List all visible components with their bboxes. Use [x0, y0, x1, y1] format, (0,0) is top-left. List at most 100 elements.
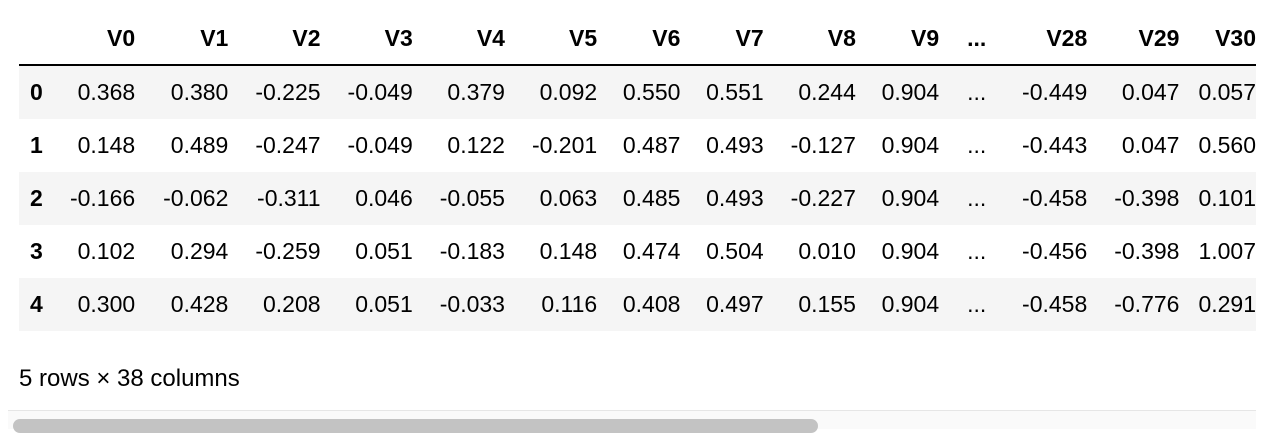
column-header-ellipsis: ...	[939, 12, 987, 66]
column-header: V2	[228, 12, 321, 66]
table-cell: 0.051	[355, 291, 413, 317]
table-cell: -0.055	[439, 185, 505, 211]
table-cell: -0.456	[1022, 238, 1088, 264]
table-cell: 0.244	[798, 79, 856, 105]
table-cell: -0.183	[439, 238, 505, 264]
column-header: V30	[1179, 12, 1256, 66]
table-cell: 0.046	[355, 185, 413, 211]
table-cell: 0.101	[1198, 185, 1256, 211]
column-header: V0	[65, 12, 136, 66]
table-cell: 0.904	[881, 132, 940, 158]
table-cell: 0.300	[77, 291, 136, 317]
table-cell: -0.398	[1114, 238, 1180, 264]
table-cell: -0.227	[790, 185, 856, 211]
table-cell: -0.033	[439, 291, 505, 317]
table-cell: 0.057	[1198, 79, 1256, 105]
table-cell: 0.493	[706, 132, 764, 158]
table-row: 3 0.102 0.294 -0.259 0.051 -0.183 0.148 0.474 0.…	[19, 225, 1256, 278]
horizontal-scrollbar-thumb[interactable]	[13, 419, 818, 433]
table-cell: 0.487	[622, 132, 681, 158]
row-index: 1	[30, 132, 43, 158]
ellipsis-cell: ...	[967, 132, 987, 158]
table-cell: 0.379	[447, 79, 505, 105]
table-cell: 0.550	[622, 79, 681, 105]
row-index: 2	[30, 185, 43, 211]
table-cell: 0.047	[1121, 79, 1180, 105]
table-cell: 0.904	[881, 185, 940, 211]
table-cell: -0.259	[255, 238, 321, 264]
column-header: V3	[320, 12, 413, 66]
table-cell: -0.776	[1114, 291, 1180, 317]
column-header: V6	[597, 12, 681, 66]
table-row: 2 -0.166 -0.062 -0.311 0.046 -0.055 0.063 0.485…	[19, 172, 1256, 225]
table-cell: 0.408	[622, 291, 681, 317]
column-header: V7	[680, 12, 764, 66]
table-cell: -0.449	[1022, 79, 1088, 105]
table-cell: 0.208	[263, 291, 321, 317]
table-cell: -0.247	[255, 132, 321, 158]
table-cell: -0.049	[347, 132, 413, 158]
column-header-index	[19, 12, 66, 66]
table-cell: 1.007	[1198, 238, 1256, 264]
ellipsis-cell: ...	[967, 185, 987, 211]
table-cell: 0.560	[1198, 132, 1256, 158]
table-cell: -0.062	[163, 185, 229, 211]
table-row: 0 0.368 0.380 -0.225 -0.049 0.379 0.092 0.550 0.…	[19, 65, 1256, 119]
table-row: 4 0.300 0.428 0.208 0.051 -0.033 0.116 0.408 0.4…	[19, 278, 1256, 331]
column-header: V4	[412, 12, 505, 66]
table-cell: 0.148	[539, 238, 598, 264]
table-cell: 0.102	[77, 238, 136, 264]
column-header: V1	[135, 12, 229, 66]
table-cell: 0.122	[447, 132, 505, 158]
table-cell: -0.458	[1022, 185, 1088, 211]
row-index: 0	[30, 79, 43, 105]
table-cell: -0.225	[255, 79, 321, 105]
table-cell: -0.127	[790, 132, 856, 158]
table-cell: 0.428	[170, 291, 229, 317]
table-cell: 0.497	[706, 291, 764, 317]
table-cell: 0.904	[881, 79, 940, 105]
table-cell: 0.489	[170, 132, 229, 158]
table-cell: 0.063	[539, 185, 598, 211]
table-cell: 0.504	[706, 238, 764, 264]
table-cell: -0.458	[1022, 291, 1088, 317]
table-cell: 0.155	[798, 291, 856, 317]
row-index: 3	[30, 238, 43, 264]
table-cell: 0.474	[622, 238, 681, 264]
table-cell: 0.904	[881, 291, 940, 317]
table-cell: -0.398	[1114, 185, 1180, 211]
table-viewport: V0 V1 V2 V3 V4 V5 V6 V7 V8 V9 ... V28 V2…	[19, 12, 1256, 334]
table-cell: -0.049	[347, 79, 413, 105]
table-cell: 0.291	[1198, 291, 1256, 317]
column-header: V8	[763, 12, 856, 66]
table-cell: 0.092	[539, 79, 598, 105]
dataframe-table: V0 V1 V2 V3 V4 V5 V6 V7 V8 V9 ... V28 V2…	[19, 12, 1256, 331]
table-cell: -0.166	[69, 185, 136, 211]
table-row: 1 0.148 0.489 -0.247 -0.049 0.122 -0.201 0.487 0…	[19, 119, 1256, 172]
column-header: V5	[504, 12, 598, 66]
column-header: V29	[1087, 12, 1180, 66]
table-cell: 0.148	[77, 132, 136, 158]
ellipsis-cell: ...	[967, 291, 987, 317]
column-header: V9	[855, 12, 940, 66]
header-row: V0 V1 V2 V3 V4 V5 V6 V7 V8 V9 ... V28 V2…	[19, 12, 1256, 66]
column-header: V28	[986, 12, 1088, 66]
dataframe-shape-summary: 5 rows × 38 columns	[19, 365, 240, 392]
table-cell: 0.047	[1121, 132, 1180, 158]
table-cell: 0.368	[77, 79, 136, 105]
horizontal-scrollbar[interactable]	[8, 410, 1256, 433]
table-cell: -0.201	[531, 132, 598, 158]
table-cell: 0.551	[706, 79, 764, 105]
table-cell: 0.380	[170, 79, 229, 105]
table-cell: 0.493	[706, 185, 764, 211]
table-cell: 0.485	[622, 185, 681, 211]
table-cell: 0.294	[170, 238, 229, 264]
table-cell: 0.010	[798, 238, 856, 264]
table-cell: 0.051	[355, 238, 413, 264]
table-body: 0 0.368 0.380 -0.225 -0.049 0.379 0.092 0.550 0.…	[19, 65, 1256, 331]
table-cell: -0.443	[1022, 132, 1088, 158]
ellipsis-cell: ...	[967, 238, 987, 264]
table-cell: 0.904	[881, 238, 940, 264]
ellipsis-cell: ...	[967, 79, 987, 105]
